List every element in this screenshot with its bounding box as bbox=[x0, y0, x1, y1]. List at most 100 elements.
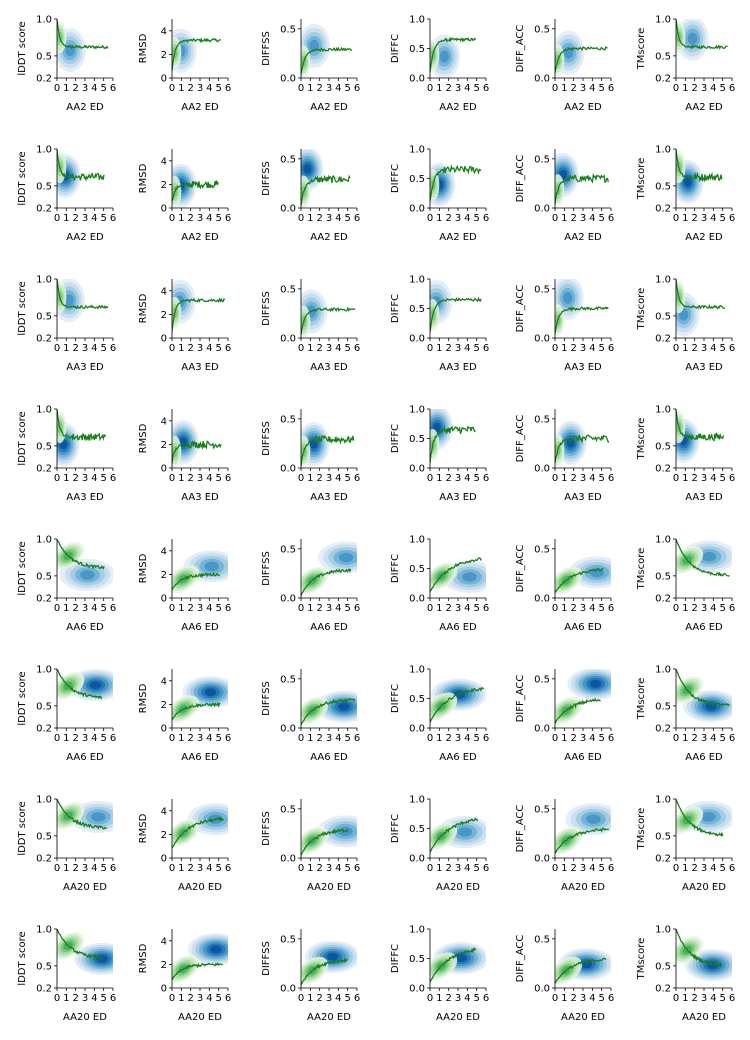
x-tick-label: 4 bbox=[464, 343, 470, 354]
x-tick-label: 2 bbox=[187, 213, 193, 224]
x-tick-label: 2 bbox=[445, 603, 451, 614]
x-tick-label: 5 bbox=[100, 733, 106, 744]
x-tick-label: 1 bbox=[178, 993, 184, 1004]
y-tick-label: 4 bbox=[161, 156, 167, 167]
x-tick-label: 3 bbox=[82, 603, 88, 614]
subplot: 0 1 2 3 4 5 6 0.0 0.5 AA20 ED DIFFSS bbox=[261, 799, 360, 893]
y-tick-label: 0.5 bbox=[409, 694, 425, 705]
trend-line bbox=[172, 701, 221, 721]
plot-area bbox=[555, 30, 608, 77]
density-contour bbox=[457, 827, 473, 837]
y-tick-label: 0 bbox=[161, 204, 167, 215]
x-tick-label: 4 bbox=[589, 993, 595, 1004]
x-tick-label: 5 bbox=[344, 733, 350, 744]
density-contour bbox=[338, 702, 350, 711]
subplot: 0 1 2 3 4 5 6 0.0 0.5 AA2 ED DIFF_ACC bbox=[515, 19, 614, 113]
x-tick-label: 1 bbox=[178, 213, 184, 224]
x-tick-label: 0 bbox=[298, 343, 304, 354]
x-tick-label: 3 bbox=[326, 733, 332, 744]
x-tick-label: 1 bbox=[436, 603, 442, 614]
x-tick-label: 0 bbox=[298, 473, 304, 484]
x-tick-label: 4 bbox=[335, 733, 341, 744]
subplot: 0 1 2 3 4 5 6 0.2 0.5 1.0 AA6 ED lDDT score bbox=[17, 535, 116, 634]
x-tick-label: 6 bbox=[729, 213, 735, 224]
x-tick-label: 1 bbox=[561, 343, 567, 354]
x-tick-label: 2 bbox=[72, 603, 78, 614]
y-tick-label: 1.0 bbox=[409, 925, 425, 936]
plot-area bbox=[555, 556, 611, 595]
x-tick-label: 5 bbox=[215, 863, 221, 874]
y-tick-label: 0.0 bbox=[534, 984, 550, 995]
x-tick-label: 1 bbox=[682, 733, 688, 744]
trend-line bbox=[555, 306, 609, 334]
x-tick-label: 5 bbox=[598, 213, 604, 224]
x-tick-label: 5 bbox=[344, 473, 350, 484]
y-tick-label: 0.2 bbox=[655, 464, 671, 475]
x-tick-label: 0 bbox=[673, 603, 679, 614]
y-tick-label: 0.5 bbox=[655, 311, 671, 322]
x-tick-label: 3 bbox=[197, 343, 203, 354]
x-tick-label: 6 bbox=[483, 863, 489, 874]
y-axis-label: DIFF_ACC bbox=[515, 415, 526, 463]
y-tick-label: 0.5 bbox=[409, 44, 425, 55]
x-tick-label: 2 bbox=[570, 603, 576, 614]
x-tick-label: 3 bbox=[326, 343, 332, 354]
x-tick-label: 2 bbox=[187, 603, 193, 614]
y-tick-label: 0.2 bbox=[655, 594, 671, 605]
y-tick-label: 0.0 bbox=[534, 724, 550, 735]
y-axis-label: lDDT score bbox=[17, 21, 28, 75]
x-tick-label: 6 bbox=[354, 473, 360, 484]
subplot: 0 1 2 3 4 5 6 0.0 0.5 AA2 ED DIFFSS bbox=[261, 19, 360, 113]
x-axis-label: AA6 ED bbox=[439, 752, 477, 763]
trend-line bbox=[172, 179, 219, 202]
x-tick-label: 6 bbox=[354, 213, 360, 224]
x-tick-label: 2 bbox=[316, 83, 322, 94]
x-tick-label: 4 bbox=[464, 863, 470, 874]
x-tick-label: 1 bbox=[178, 343, 184, 354]
subplot: 0 1 2 3 4 5 6 0.2 0.5 1.0 AA20 ED lDDT score bbox=[17, 795, 116, 894]
y-axis-label: DIFFC bbox=[390, 34, 401, 63]
subplot: 0 1 2 3 4 5 6 0.2 0.5 1.0 AA20 ED lDDT score bbox=[17, 925, 116, 1024]
y-tick-label: 1.0 bbox=[409, 275, 425, 286]
x-tick-label: 6 bbox=[483, 83, 489, 94]
x-tick-label: 3 bbox=[197, 733, 203, 744]
x-tick-label: 1 bbox=[178, 83, 184, 94]
x-tick-label: 3 bbox=[701, 603, 707, 614]
x-tick-label: 2 bbox=[691, 993, 697, 1004]
x-axis-label: AA3 ED bbox=[564, 492, 602, 503]
y-tick-label: 0.5 bbox=[36, 311, 52, 322]
subplot: 0 1 2 3 4 5 6 0.0 0.5 AA2 ED DIFFSS bbox=[261, 149, 360, 243]
x-tick-label: 4 bbox=[335, 603, 341, 614]
x-tick-label: 0 bbox=[427, 863, 433, 874]
y-tick-label: 0 bbox=[161, 334, 167, 345]
plot-area bbox=[301, 149, 351, 208]
x-axis-label: AA2 ED bbox=[181, 102, 219, 113]
x-tick-label: 2 bbox=[316, 733, 322, 744]
y-tick-label: 2 bbox=[161, 180, 167, 191]
x-tick-label: 1 bbox=[561, 863, 567, 874]
plot-area bbox=[430, 34, 477, 78]
x-tick-label: 0 bbox=[298, 993, 304, 1004]
plot-area bbox=[57, 539, 113, 591]
y-axis-label: RMSD bbox=[138, 293, 149, 323]
y-tick-label: 0.0 bbox=[280, 204, 296, 215]
x-tick-label: 5 bbox=[215, 213, 221, 224]
x-tick-label: 3 bbox=[455, 473, 461, 484]
subplot: 0 1 2 3 4 5 6 0.0 0.5 AA6 ED DIFFSS bbox=[261, 539, 360, 633]
x-tick-label: 5 bbox=[100, 993, 106, 1004]
y-axis-label: DIFFC bbox=[390, 684, 401, 713]
x-tick-label: 0 bbox=[169, 213, 175, 224]
x-tick-label: 6 bbox=[354, 863, 360, 874]
x-tick-label: 3 bbox=[82, 213, 88, 224]
x-axis-label: AA6 ED bbox=[310, 622, 348, 633]
subplot: 0 1 2 3 4 5 6 0.0 0.5 AA2 ED DIFF_ACC bbox=[515, 149, 614, 243]
y-axis-label: DIFFC bbox=[390, 554, 401, 583]
y-axis-label: DIFFSS bbox=[261, 941, 272, 976]
x-tick-label: 0 bbox=[54, 473, 60, 484]
y-tick-label: 4 bbox=[161, 286, 167, 297]
y-tick-label: 1.0 bbox=[655, 405, 671, 416]
x-axis-label: AA2 ED bbox=[439, 232, 477, 243]
trend-line bbox=[301, 434, 355, 467]
x-tick-label: 5 bbox=[719, 473, 725, 484]
trend-line bbox=[430, 687, 485, 723]
